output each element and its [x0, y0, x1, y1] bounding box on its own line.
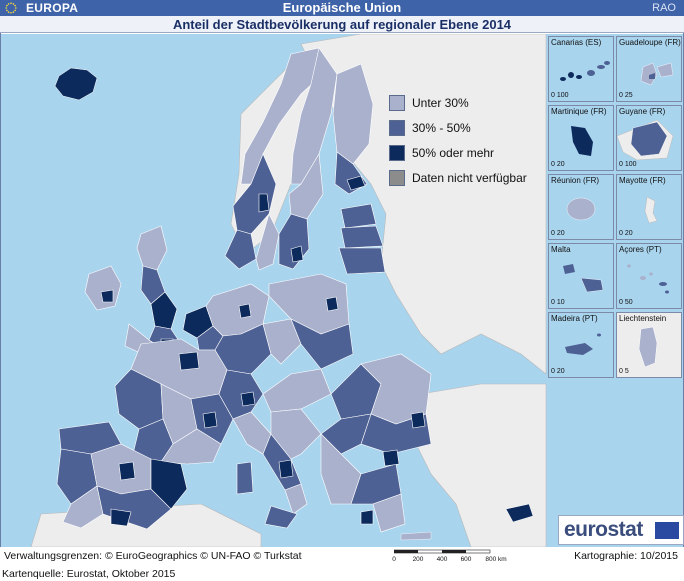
legend-item-high: 50% oder mehr: [389, 142, 547, 164]
inset-reunion: Réunion (FR) 0 20: [548, 174, 614, 240]
norway-regions: [224, 47, 324, 271]
inset-name: Malta: [551, 245, 571, 254]
admin-boundaries-credit: Verwaltungsgrenzen: © EuroGeographics © …: [4, 550, 302, 562]
inset-liechtenstein-map: [617, 313, 681, 377]
eu-flag-icon: [655, 522, 679, 539]
legend-label: Unter 30%: [412, 96, 469, 110]
inset-name: Martinique (FR): [551, 107, 607, 116]
cyprus-region: [505, 503, 534, 523]
inset-scale: 0 100: [551, 92, 569, 99]
inset-scale: 0 20: [551, 161, 565, 168]
inset-martinique-map: [571, 126, 593, 156]
legend-label: 50% oder mehr: [412, 146, 495, 160]
baltic-regions: [338, 203, 386, 275]
legend-item-na: Daten nicht verfügbar: [389, 167, 547, 189]
italy-regions: [218, 369, 308, 529]
inset-canarias: Canarias (ES) 0 100: [548, 36, 614, 102]
legend-swatch-high: [389, 145, 405, 161]
inset-name: Guyane (FR): [619, 107, 666, 116]
inset-liechtenstein: Liechtenstein 0 5: [616, 312, 682, 378]
inset-scale: 0 20: [551, 368, 565, 375]
inset-malta-map: [563, 264, 604, 293]
rao-label: RAO: [652, 2, 676, 14]
inset-scale: 0 10: [551, 299, 565, 306]
inset-guyane-map: [617, 119, 674, 161]
inset-madeira: Madeira (PT) 0 20: [548, 312, 614, 378]
legend-item-mid: 30% - 50%: [389, 117, 547, 139]
inset-acores-map: [627, 264, 669, 294]
scale-label: 200: [412, 556, 424, 563]
eu-flag-icon: [4, 1, 18, 15]
iberia-regions: [56, 421, 188, 530]
footer: Verwaltungsgrenzen: © EuroGeographics © …: [0, 547, 684, 566]
inset-madeira-map: [565, 333, 601, 355]
scale-label: 600: [460, 556, 472, 563]
inset-reunion-map: [566, 197, 596, 221]
legend-swatch-na: [389, 170, 405, 186]
southeast-regions: [262, 353, 432, 533]
inset-acores: Açores (PT) 0 50: [616, 243, 682, 309]
inset-scale: 0 50: [619, 299, 633, 306]
legend-label: 30% - 50%: [412, 121, 471, 135]
scale-bar-line: [394, 549, 491, 554]
eurostat-logo-text: eurostat: [564, 518, 643, 541]
inset-maps: Canarias (ES) 0 100 Guadeloupe (FR) 0 25…: [545, 34, 684, 384]
map-source: Kartenquelle: Eurostat, Oktober 2015: [2, 568, 176, 580]
inset-mayotte: Mayotte (FR) 0 20: [616, 174, 682, 240]
france-regions: [114, 338, 234, 465]
crete-region: [400, 531, 432, 541]
inset-guadeloupe-map: [640, 62, 674, 86]
inset-guyane: Guyane (FR) 0 100: [616, 105, 682, 171]
poland-regions: [268, 273, 354, 370]
inset-name: Réunion (FR): [551, 176, 600, 185]
legend-swatch-low: [389, 95, 405, 111]
legend-label: Daten nicht verfügbar: [412, 171, 527, 185]
inset-malta: Malta 0 10: [548, 243, 614, 309]
inset-name: Açores (PT): [619, 245, 662, 254]
central-regions: [182, 283, 302, 375]
inset-guadeloupe: Guadeloupe (FR) 0 25: [616, 36, 682, 102]
sweden-regions: [278, 47, 338, 270]
finland-regions: [332, 63, 374, 195]
scale-bar-labels: 0 200 400 600 800 km: [392, 556, 522, 566]
inset-scale: 0 20: [551, 230, 565, 237]
europa-label: EUROPA: [26, 1, 79, 15]
legend: Unter 30% 30% - 50% 50% oder mehr Daten …: [389, 92, 547, 214]
eurostat-logo: eurostat: [558, 515, 684, 545]
inset-scale: 0 5: [619, 368, 629, 375]
inset-name: Mayotte (FR): [619, 176, 666, 185]
scale-label: 0: [392, 556, 396, 563]
inset-name: Canarias (ES): [551, 38, 602, 47]
map-svg: [30, 34, 547, 547]
inset-martinique: Martinique (FR) 0 20: [548, 105, 614, 171]
uk-ireland-regions: [84, 225, 182, 357]
legend-item-low: Unter 30%: [389, 92, 547, 114]
scale-label: 400: [436, 556, 448, 563]
scale-label: 800 km: [485, 556, 507, 563]
legend-swatch-mid: [389, 120, 405, 136]
eu-label: Europäische Union: [282, 0, 402, 15]
inset-name: Liechtenstein: [619, 314, 667, 323]
iceland-region: [54, 67, 98, 101]
inset-scale: 0 20: [619, 230, 633, 237]
top-bar: EUROPA Europäische Union RAO: [0, 0, 684, 16]
inset-canarias-map: [560, 61, 610, 81]
inset-scale: 0 100: [619, 161, 637, 168]
inset-name: Guadeloupe (FR): [619, 38, 681, 47]
cartography-date: Kartographie: 10/2015: [574, 550, 678, 562]
map-title: Anteil der Stadtbevölkerung auf regional…: [0, 16, 684, 33]
inset-mayotte-map: [644, 196, 658, 224]
scale-bar: 0 200 400 600 800 km: [392, 549, 522, 566]
inset-name: Madeira (PT): [551, 314, 598, 323]
inset-scale: 0 25: [619, 92, 633, 99]
